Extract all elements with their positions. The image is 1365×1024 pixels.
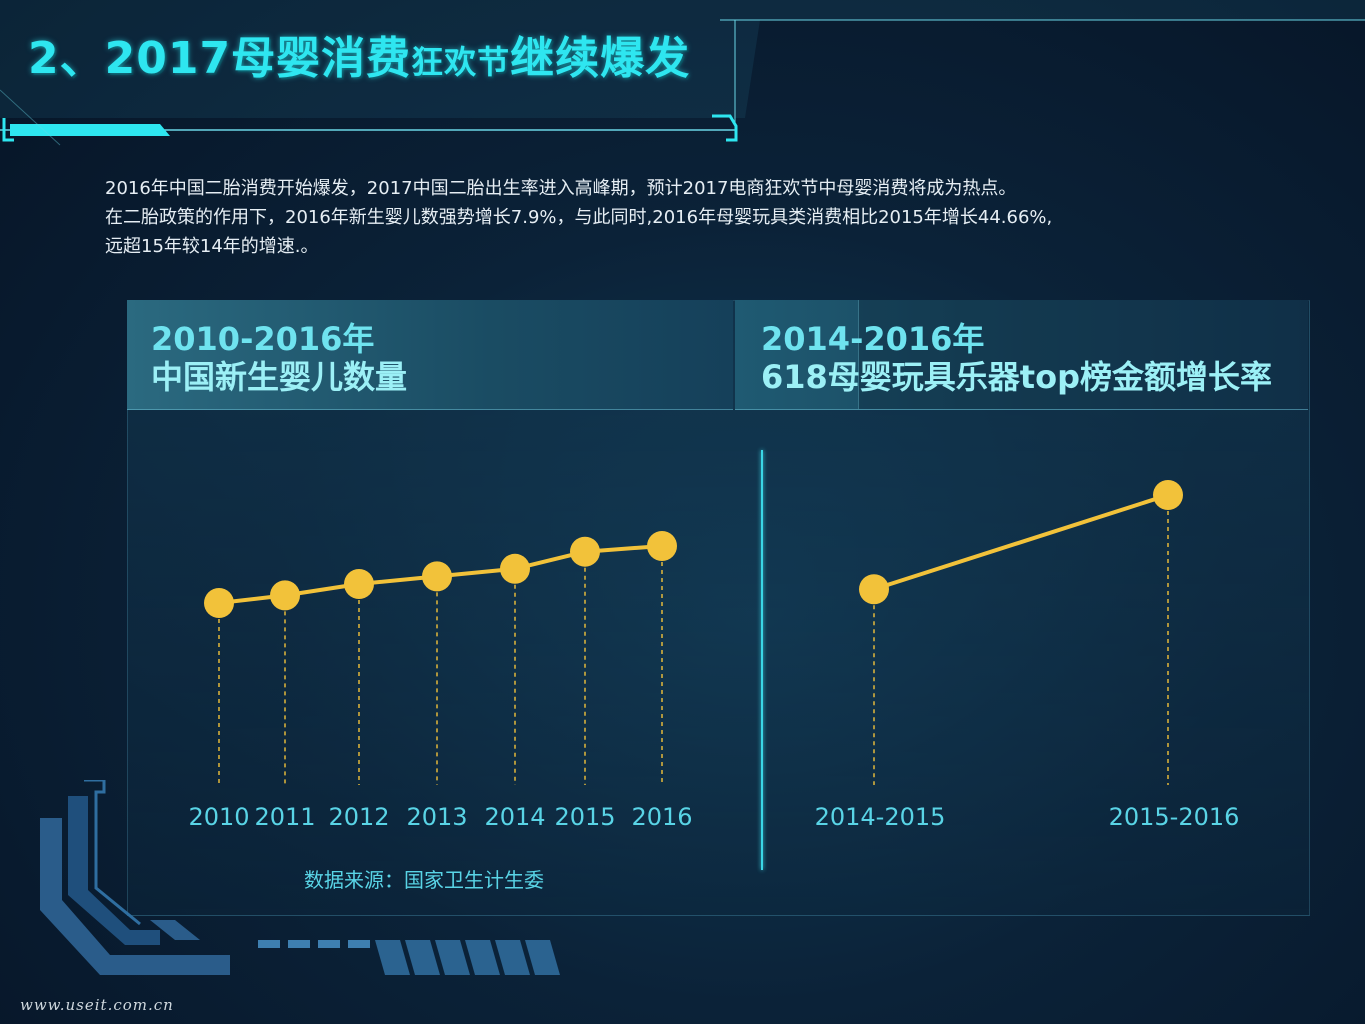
- data-source: 数据来源：国家卫生计生委: [304, 868, 544, 892]
- category-label: 2016: [631, 803, 692, 831]
- header-bracket-right: [712, 114, 738, 142]
- panel-divider: [761, 450, 763, 870]
- category-label: 2014-2015: [815, 803, 946, 831]
- deco-stripes: [258, 940, 370, 948]
- left-panel-title-line1: 2010-2016年: [151, 320, 375, 358]
- header-frame-line: [0, 89, 61, 146]
- data-point: [647, 531, 677, 561]
- category-label: 2010: [188, 803, 249, 831]
- data-point: [270, 580, 300, 611]
- category-label: 2012: [328, 803, 389, 831]
- title-part: 2、2017: [28, 33, 232, 84]
- left-panel-header: 2010-2016年 中国新生婴儿数量: [127, 300, 733, 410]
- right-panel-title: 2014-2016年 618母婴玩具乐器top榜金额增长率: [761, 320, 1272, 396]
- left-panel-title: 2010-2016年 中国新生婴儿数量: [151, 320, 407, 396]
- deco-bars: [375, 940, 560, 975]
- intro-line: 2016年中国二胎消费开始爆发，2017中国二胎出生率进入高峰期，预计2017电…: [105, 178, 1017, 199]
- left-panel-title-line2: 中国新生婴儿数量: [151, 358, 408, 396]
- deco-block: [150, 920, 200, 940]
- category-label: 2013: [406, 803, 467, 831]
- header-accent-bar: [10, 124, 170, 136]
- right-panel-title-line1: 2014-2016年: [761, 320, 985, 358]
- header-frame: [0, 0, 1365, 146]
- header-bracket-left: [2, 118, 14, 142]
- deco-block: [68, 796, 160, 945]
- title-part: 母婴消费: [231, 33, 412, 84]
- intro-line: 远超15年较14年的增速.。: [105, 236, 319, 257]
- intro-text: 2016年中国二胎消费开始爆发，2017中国二胎出生率进入高峰期，预计2017电…: [105, 174, 1305, 261]
- data-point: [344, 569, 374, 599]
- data-point: [570, 536, 600, 567]
- page-title: 2、2017母婴消费狂欢节继续爆发: [28, 22, 690, 92]
- deco-block: [40, 818, 230, 975]
- header-glass: [0, 0, 1365, 118]
- category-label: 2011: [254, 803, 315, 831]
- title-part: 狂欢节: [411, 43, 511, 81]
- category-label: 2014: [484, 803, 545, 831]
- deco-line: [84, 780, 141, 926]
- right-panel-title-line2: 618母婴玩具乐器top榜金额增长率: [761, 358, 1272, 396]
- data-point: [1153, 480, 1183, 510]
- category-label: 2015: [554, 803, 615, 831]
- title-part: 继续爆发: [510, 33, 691, 84]
- intro-line: 在二胎政策的作用下，2016年新生婴儿数强势增长7.9%，与此同时,2016年母…: [105, 207, 1053, 228]
- right-panel-header: 2014-2016年 618母婴玩具乐器top榜金额增长率: [735, 300, 1309, 410]
- data-point: [500, 553, 530, 584]
- data-point: [204, 588, 234, 618]
- watermark: www.useit.com.cn: [20, 996, 174, 1014]
- data-point: [422, 561, 452, 592]
- right-panel-header-inset: [858, 300, 1309, 409]
- category-label: 2015-2016: [1109, 803, 1240, 831]
- series-line: [873, 493, 1169, 592]
- data-point: [859, 574, 889, 605]
- corner-decoration: [40, 780, 560, 975]
